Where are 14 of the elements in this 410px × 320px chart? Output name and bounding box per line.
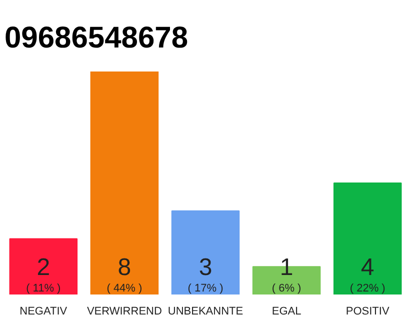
data-label: 2 ( 11% ): [26, 254, 61, 294]
x-tick-label: NEGATIV: [20, 306, 68, 318]
bar: [9, 238, 78, 294]
x-tick-label: VERWIRREND: [86, 306, 162, 318]
data-label: 4 ( 22% ): [350, 254, 386, 294]
bar: [90, 72, 159, 294]
data-label: 8 ( 44% ): [106, 254, 142, 294]
chart-title: 09686548678: [4, 22, 188, 54]
x-tick-label: EGAL: [272, 306, 302, 318]
bar: [333, 182, 402, 294]
x-tick-label: POSITIV: [346, 306, 390, 318]
bar: [171, 210, 240, 294]
x-tick-label: UNBEKANNTE: [168, 306, 244, 318]
data-label: 3 ( 17% ): [188, 254, 224, 294]
